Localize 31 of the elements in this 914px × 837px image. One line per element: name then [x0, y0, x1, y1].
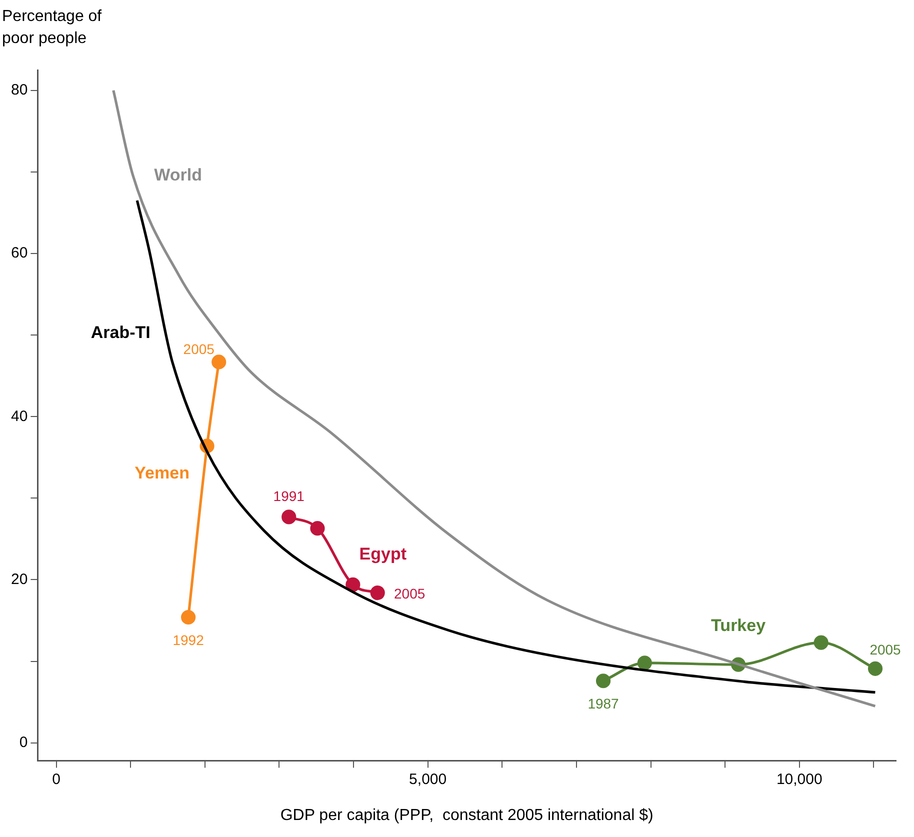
- point: [310, 521, 325, 536]
- annotation: 1991: [273, 488, 305, 504]
- point: [181, 610, 196, 625]
- point: [637, 656, 652, 670]
- annotation: 2005: [183, 340, 215, 357]
- point: [868, 661, 883, 676]
- annotation: 2005: [870, 642, 902, 658]
- annotation: 1992: [172, 632, 204, 648]
- annotation: 2005: [394, 586, 426, 602]
- point: [346, 577, 360, 592]
- x-tick-label: 0: [52, 770, 60, 788]
- point: [370, 585, 385, 600]
- point: [212, 354, 226, 370]
- x-axis-title: GDP per capita (PPP, constant 2005 international $): [280, 806, 654, 824]
- annotation: 1987: [588, 696, 620, 712]
- point: [596, 674, 611, 688]
- y-tick-label: 80: [10, 82, 28, 99]
- series-label: Yemen: [134, 464, 190, 483]
- x-tick-label: 5,000: [409, 770, 447, 788]
- y-tick-label: 20: [10, 570, 28, 588]
- y-tick-label: 40: [10, 408, 28, 425]
- series-label: Arab-TI: [90, 323, 150, 342]
- point: [814, 635, 828, 650]
- series-label: World: [154, 166, 202, 185]
- y-tick-label: 60: [10, 244, 28, 262]
- point: [282, 510, 296, 524]
- series-label: Egypt: [359, 544, 407, 564]
- y-axis-title: Percentage of poor people: [2, 7, 103, 49]
- y-tick-label: 0: [19, 734, 28, 751]
- x-tick-label: 10,000: [776, 770, 822, 788]
- series-label: Turkey: [711, 616, 766, 636]
